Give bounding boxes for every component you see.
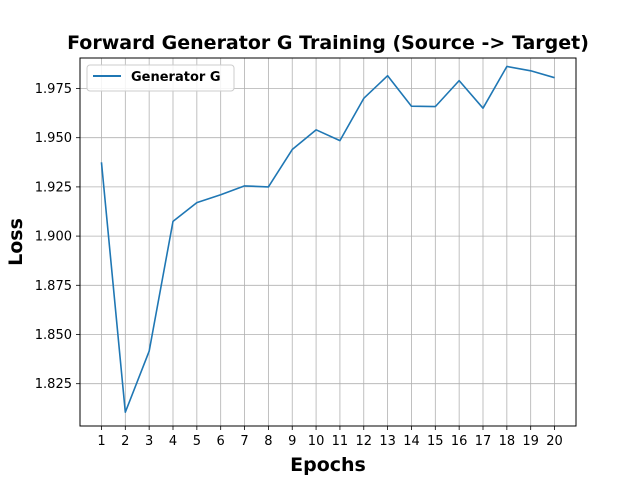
x-axis-label: Epochs [290, 454, 366, 476]
x-tick-label: 8 [264, 434, 272, 449]
x-tick-label: 5 [193, 434, 201, 449]
x-tick-label: 4 [169, 434, 177, 449]
x-tick-label: 15 [427, 434, 444, 449]
plot-frame [79, 57, 577, 427]
x-tick-label: 14 [403, 434, 420, 449]
y-tick-label: 1.925 [35, 180, 72, 195]
x-tick-label: 18 [499, 434, 516, 449]
x-axis-ticks: 1 2 3 4 5 6 7 8 9 10 11 12 13 14 15 16 17 18 19 20 [97, 426, 563, 449]
y-axis-label: Loss [5, 218, 27, 266]
x-tick-label: 9 [288, 434, 296, 449]
x-tick-label: 2 [121, 434, 129, 449]
x-tick-label: 10 [308, 434, 325, 449]
x-tick-label: 6 [217, 434, 225, 449]
x-tick-label: 12 [355, 434, 372, 449]
x-tick-label: 11 [332, 434, 349, 449]
y-tick-label: 1.875 [35, 279, 72, 294]
series-line-generator-g [100, 65, 555, 414]
y-tick-label: 1.975 [35, 82, 72, 97]
y-tick-label: 1.900 [35, 230, 72, 245]
x-tick-label: 1 [97, 434, 105, 449]
x-tick-label: 13 [379, 434, 396, 449]
series-layer [100, 65, 555, 414]
y-tick-label: 1.850 [35, 328, 72, 343]
x-tick-label: 19 [522, 434, 539, 449]
y-tick-label: 1.825 [35, 377, 72, 392]
x-tick-label: 20 [546, 434, 563, 449]
x-tick-label: 17 [475, 434, 492, 449]
legend-label-generator-g: Generator G [131, 70, 221, 85]
x-tick-label: 7 [240, 434, 248, 449]
x-tick-label: 3 [145, 434, 153, 449]
y-tick-label: 1.950 [35, 131, 72, 146]
legend: Generator G [86, 64, 235, 92]
grid-lines [80, 58, 576, 426]
x-tick-label: 16 [451, 434, 468, 449]
chart-title: Forward Generator G Training (Source -> … [67, 32, 589, 54]
y-axis-ticks: 1.825 1.850 1.875 1.900 1.925 1.950 1.975 [35, 82, 80, 392]
legend-box [86, 64, 235, 92]
